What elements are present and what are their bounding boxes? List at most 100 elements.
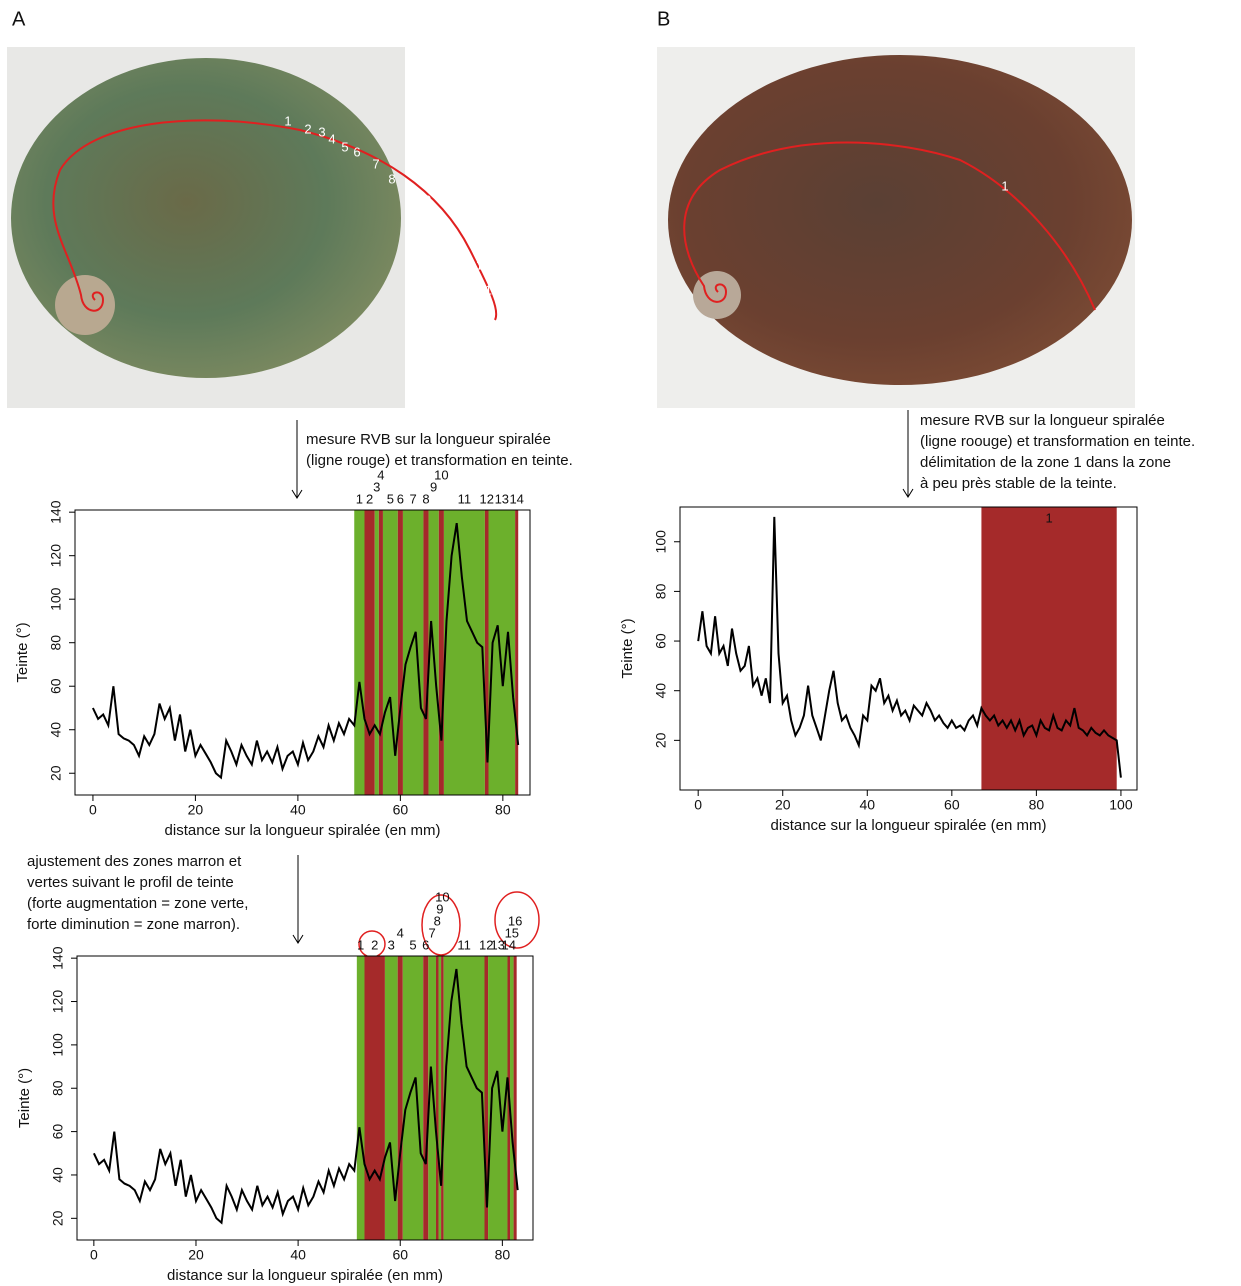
annotation: (ligne rouge) et transformation en teint…: [306, 452, 573, 469]
photo-label: 5: [341, 139, 348, 154]
zone: [364, 510, 375, 795]
zone: [423, 510, 429, 795]
zone-label: 1: [1045, 510, 1052, 525]
y-axis-title: Teinte (°): [16, 1068, 33, 1128]
x-tick-label: 40: [290, 1247, 306, 1263]
zone: [374, 510, 379, 795]
x-tick-label: 80: [495, 802, 511, 818]
zone: [364, 956, 385, 1240]
photo-label: 6: [353, 144, 360, 159]
zone: [356, 956, 365, 1240]
zone: [441, 956, 444, 1240]
arrows: [291, 410, 914, 944]
photo-label: 4: [328, 131, 335, 146]
x-tick-label: 20: [188, 802, 204, 818]
x-tick-label: 40: [859, 797, 875, 813]
y-tick-label: 120: [50, 990, 66, 1014]
x-tick-label: 0: [89, 802, 97, 818]
x-tick-label: 80: [495, 1247, 511, 1263]
photo-label: 11: [444, 225, 458, 240]
zone: [515, 510, 519, 795]
zone-label: 2: [366, 491, 373, 506]
y-tick-label: 80: [48, 635, 64, 651]
annotation: mesure RVB sur la longueur spiralée: [306, 431, 551, 448]
annotation: vertes suivant le profil de teinte: [27, 874, 234, 891]
zone: [397, 510, 403, 795]
zone-label: 2: [371, 937, 378, 952]
zone-label: 11: [458, 491, 472, 506]
x-tick-label: 60: [944, 797, 960, 813]
zone-label: 5: [409, 937, 416, 952]
zone: [443, 956, 485, 1240]
annotation: (forte augmentation = zone verte,: [27, 895, 248, 912]
zone-label: 12: [479, 937, 493, 952]
y-tick-label: 120: [48, 544, 64, 568]
zone: [378, 510, 383, 795]
y-tick-label: 100: [50, 1033, 66, 1057]
zone-label: 6: [397, 491, 404, 506]
x-tick-label: 60: [392, 1247, 408, 1263]
photo-b: [657, 47, 1135, 408]
y-tick-label: 40: [48, 722, 64, 738]
zone-label: 13: [495, 491, 509, 506]
zone-label: 3: [373, 479, 380, 494]
zone: [382, 510, 398, 795]
photo-label: 12: [476, 257, 490, 272]
photo-label: 14: [475, 311, 489, 326]
zone: [488, 956, 508, 1240]
zone: [438, 956, 442, 1240]
zone: [484, 510, 489, 795]
zone-label: 3: [388, 937, 395, 952]
zone: [438, 510, 444, 795]
zone-label: 8: [422, 491, 429, 506]
x-tick-label: 40: [290, 802, 306, 818]
photo-label: 3: [318, 124, 325, 139]
y-tick-label: 80: [653, 583, 669, 599]
zone: [402, 510, 424, 795]
hue-line: [91, 522, 520, 780]
y-tick-label: 20: [653, 732, 669, 748]
plot-frame: [679, 506, 1138, 791]
x-axis-title: distance sur la longueur spiralée (en mm…: [771, 817, 1047, 834]
zone: [510, 956, 514, 1240]
zone-label: 10: [434, 467, 448, 482]
x-tick-label: 100: [1109, 797, 1133, 813]
photo-label: 13: [485, 282, 499, 297]
x-tick-label: 0: [694, 797, 702, 813]
photo-label: 7: [372, 156, 379, 171]
x-tick-label: 80: [1029, 797, 1045, 813]
zone: [402, 956, 424, 1240]
y-tick-label: 140: [48, 500, 64, 524]
y-tick-label: 40: [653, 683, 669, 699]
zone-label: 11: [457, 937, 471, 952]
zone: [423, 956, 429, 1240]
y-tick-label: 20: [48, 765, 64, 781]
y-tick-label: 60: [653, 633, 669, 649]
zone-label: 14: [502, 937, 516, 952]
zone: [384, 956, 398, 1240]
photo-label: 1: [284, 113, 291, 128]
zone: [354, 510, 365, 795]
chart: 1 20 40 60 80 100 0 20 40 60 80 100 distance sur la …: [619, 506, 1138, 834]
annotation: ajustement des zones marron et: [27, 853, 242, 870]
zone-label: 4: [397, 925, 404, 940]
zone-label: 12: [479, 491, 493, 506]
zone-label: 1: [356, 491, 363, 506]
annotation: (ligne roouge) et transformation en tein…: [920, 433, 1195, 450]
zone-label: 1: [357, 937, 364, 952]
y-tick-label: 60: [48, 678, 64, 694]
y-tick-label: 100: [48, 587, 64, 611]
zone: [981, 507, 1117, 790]
y-tick-label: 40: [50, 1167, 66, 1183]
panel-label: A: [12, 8, 26, 30]
photo-label: 8: [388, 171, 395, 186]
hue-line: [92, 968, 519, 1225]
zone: [428, 956, 436, 1240]
photo-label: 9: [404, 184, 411, 199]
x-tick-label: 20: [188, 1247, 204, 1263]
annotation: mesure RVB sur la longueur spiralée: [920, 412, 1165, 429]
zone-label: 9: [430, 479, 437, 494]
zone-label: 8: [434, 913, 441, 928]
